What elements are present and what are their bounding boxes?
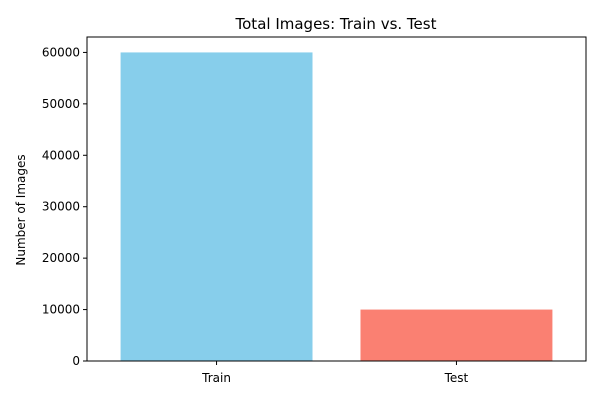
y-tick-label: 0 [72,354,80,368]
plot-frame [86,36,587,362]
chart-title: Total Images: Train vs. Test [235,15,437,33]
y-tick-label: 60000 [42,45,80,59]
x-tick-label: Test [444,371,469,385]
x-tick-label: Train [201,371,231,385]
y-tick-label: 50000 [42,97,80,111]
y-tick-label: 30000 [42,200,80,214]
bar-test [360,309,553,361]
y-tick-label: 10000 [42,303,80,317]
y-axis-label: Number of Images [14,154,28,265]
plot-area: 0 10000 20000 30000 40000 50000 60000 Train Test [42,45,553,385]
bar-train [120,52,313,362]
y-tick-label: 20000 [42,251,80,265]
y-tick-label: 40000 [42,148,80,162]
